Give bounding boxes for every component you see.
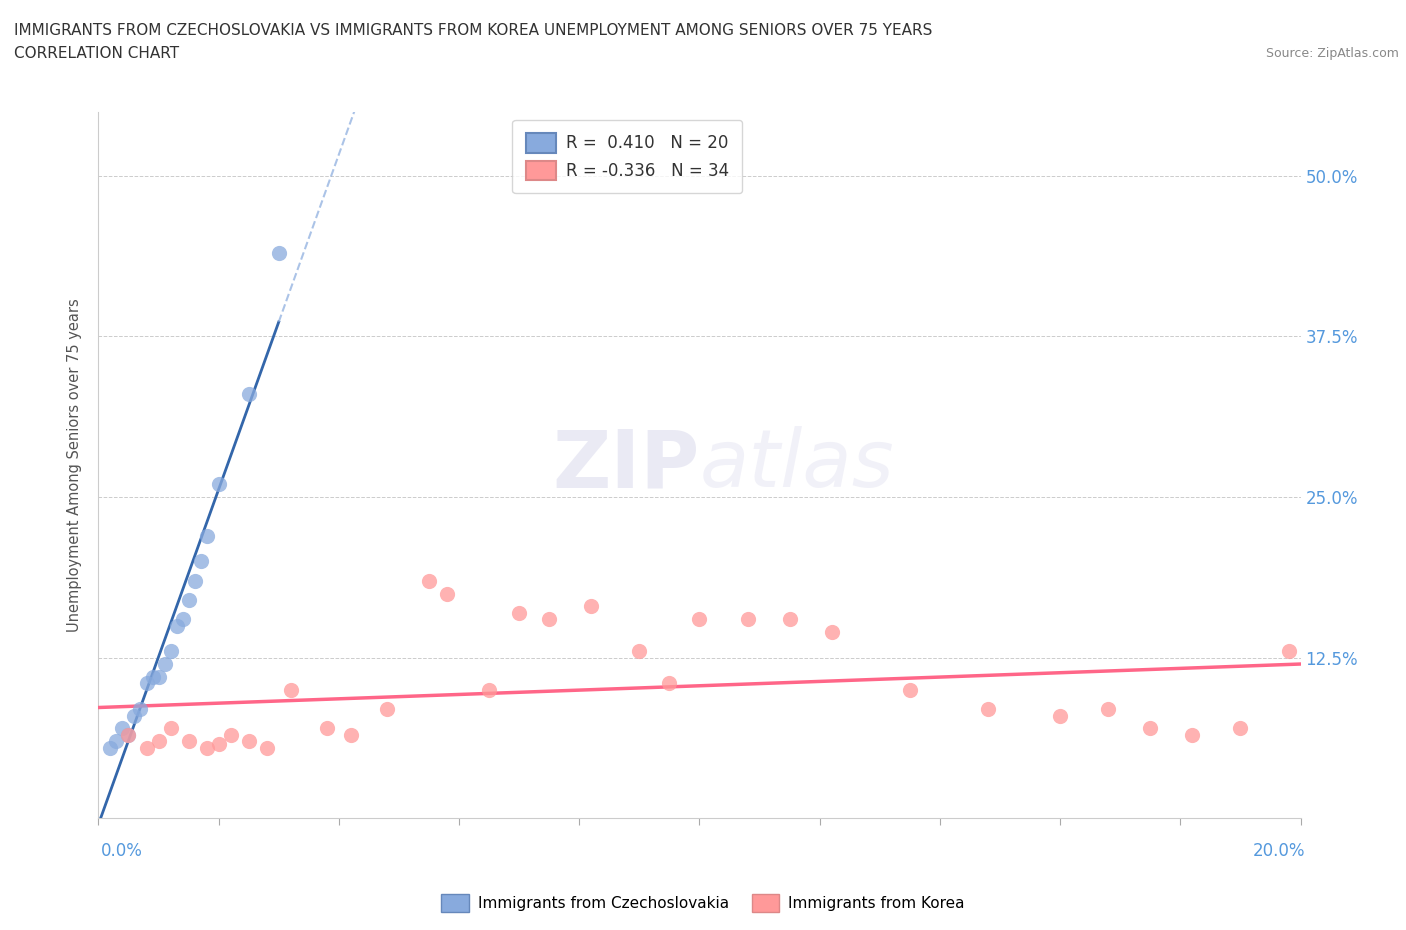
- Point: [111, 721, 134, 736]
- Point: [315, 721, 337, 736]
- Text: 0.0%: 0.0%: [101, 842, 143, 860]
- Point: [177, 592, 200, 607]
- Legend: R =  0.410   N = 20, R = -0.336   N = 34: R = 0.410 N = 20, R = -0.336 N = 34: [512, 120, 742, 193]
- Point: [628, 644, 651, 658]
- Point: [1139, 721, 1161, 736]
- Point: [195, 740, 218, 755]
- Point: [1229, 721, 1251, 736]
- Legend: Immigrants from Czechoslovakia, Immigrants from Korea: Immigrants from Czechoslovakia, Immigran…: [434, 888, 972, 918]
- Point: [166, 618, 188, 633]
- Point: [280, 683, 302, 698]
- Point: [418, 573, 440, 588]
- Point: [159, 644, 181, 658]
- Point: [256, 740, 278, 755]
- Point: [159, 721, 181, 736]
- Point: [129, 702, 152, 717]
- Point: [148, 670, 170, 684]
- Point: [977, 702, 1000, 717]
- Point: [821, 625, 844, 640]
- Point: [1277, 644, 1299, 658]
- Point: [208, 737, 231, 751]
- Point: [148, 734, 170, 749]
- Text: 20.0%: 20.0%: [1253, 842, 1305, 860]
- Point: [1181, 727, 1204, 742]
- Point: [1097, 702, 1119, 717]
- Point: [117, 727, 139, 742]
- Point: [183, 573, 205, 588]
- Point: [375, 702, 398, 717]
- Point: [190, 554, 212, 569]
- Point: [105, 734, 128, 749]
- Point: [117, 727, 139, 742]
- Text: atlas: atlas: [700, 426, 894, 504]
- Point: [177, 734, 200, 749]
- Text: ZIP: ZIP: [553, 426, 700, 504]
- Point: [219, 727, 242, 742]
- Point: [208, 477, 231, 492]
- Point: [124, 708, 146, 723]
- Point: [100, 740, 122, 755]
- Text: CORRELATION CHART: CORRELATION CHART: [14, 46, 179, 61]
- Y-axis label: Unemployment Among Seniors over 75 years: Unemployment Among Seniors over 75 years: [67, 299, 83, 631]
- Point: [153, 657, 176, 671]
- Point: [478, 683, 501, 698]
- Point: [658, 676, 681, 691]
- Point: [436, 586, 458, 601]
- Point: [238, 734, 260, 749]
- Point: [267, 246, 290, 260]
- Point: [238, 387, 260, 402]
- Point: [689, 612, 711, 627]
- Point: [195, 528, 218, 543]
- Point: [737, 612, 759, 627]
- Point: [141, 670, 163, 684]
- Point: [1049, 708, 1071, 723]
- Text: IMMIGRANTS FROM CZECHOSLOVAKIA VS IMMIGRANTS FROM KOREA UNEMPLOYMENT AMONG SENIO: IMMIGRANTS FROM CZECHOSLOVAKIA VS IMMIGR…: [14, 23, 932, 38]
- Point: [538, 612, 561, 627]
- Point: [898, 683, 921, 698]
- Point: [581, 599, 603, 614]
- Text: Source: ZipAtlas.com: Source: ZipAtlas.com: [1265, 46, 1399, 60]
- Point: [508, 605, 530, 620]
- Point: [135, 740, 157, 755]
- Point: [779, 612, 801, 627]
- Point: [340, 727, 363, 742]
- Point: [172, 612, 194, 627]
- Point: [135, 676, 157, 691]
